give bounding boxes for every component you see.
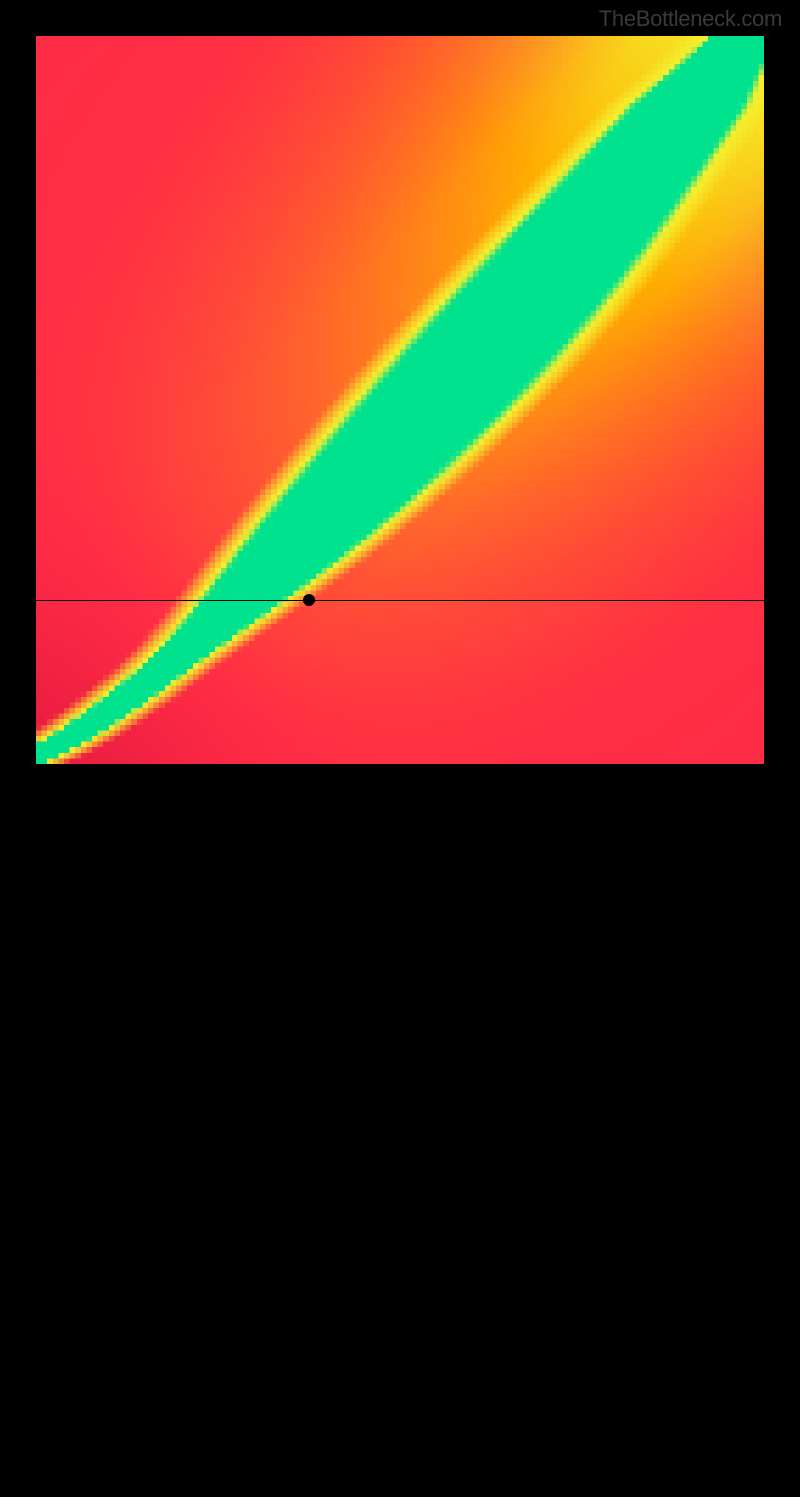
watermark-text: TheBottleneck.com bbox=[599, 6, 782, 32]
heatmap-canvas bbox=[36, 36, 764, 764]
heatmap-plot bbox=[36, 36, 764, 764]
crosshair-vertical bbox=[309, 769, 310, 1497]
crosshair-marker bbox=[303, 594, 315, 606]
crosshair-horizontal bbox=[36, 600, 764, 601]
